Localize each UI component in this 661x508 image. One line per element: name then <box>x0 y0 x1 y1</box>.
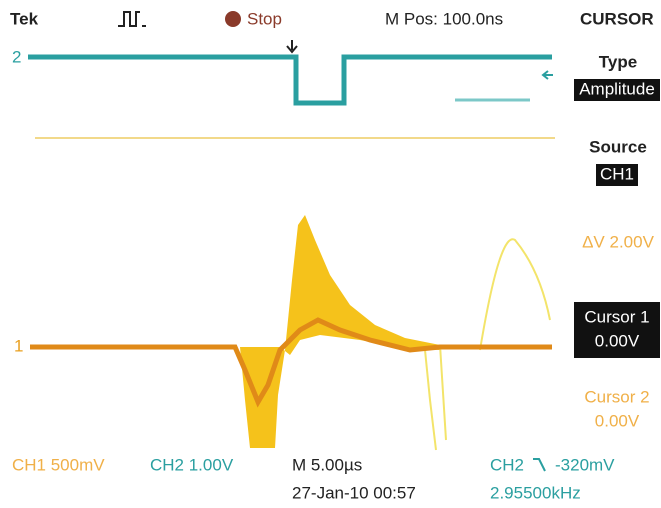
ch2-marker: 2 <box>12 47 21 66</box>
menu-value: 0.00V <box>595 331 640 350</box>
menu-value: 0.00V <box>595 411 640 430</box>
ch1-scale: CH1 500mV <box>12 455 105 474</box>
background <box>0 0 661 508</box>
horizontal-position: M Pos: 100.0ns <box>385 9 503 28</box>
menu-label: Source <box>589 137 647 156</box>
menu-title: CURSOR <box>580 9 654 28</box>
datetime: 27-Jan-10 00:57 <box>292 483 416 502</box>
ch1-marker: 1 <box>14 336 23 355</box>
stop-indicator <box>225 11 241 27</box>
menu-label: Cursor 1 <box>584 307 649 326</box>
menu-value: CH1 <box>600 164 634 183</box>
menu-label: Type <box>599 52 637 71</box>
scope-screen: Tek Stop M Pos: 100.0ns CURSOR 2 1 Type … <box>0 0 661 508</box>
menu-value: Amplitude <box>579 79 655 98</box>
menu-label: Cursor 2 <box>584 387 649 406</box>
trigger-level: -320mV <box>555 455 615 474</box>
trigger-source: CH2 <box>490 455 524 474</box>
frequency: 2.95500kHz <box>490 483 581 502</box>
timebase: M 5.00µs <box>292 455 362 474</box>
delta-readout: ΔV 2.00V <box>582 232 655 251</box>
ch2-scale: CH2 1.00V <box>150 455 234 474</box>
brand: Tek <box>10 9 39 28</box>
run-status: Stop <box>247 9 282 28</box>
